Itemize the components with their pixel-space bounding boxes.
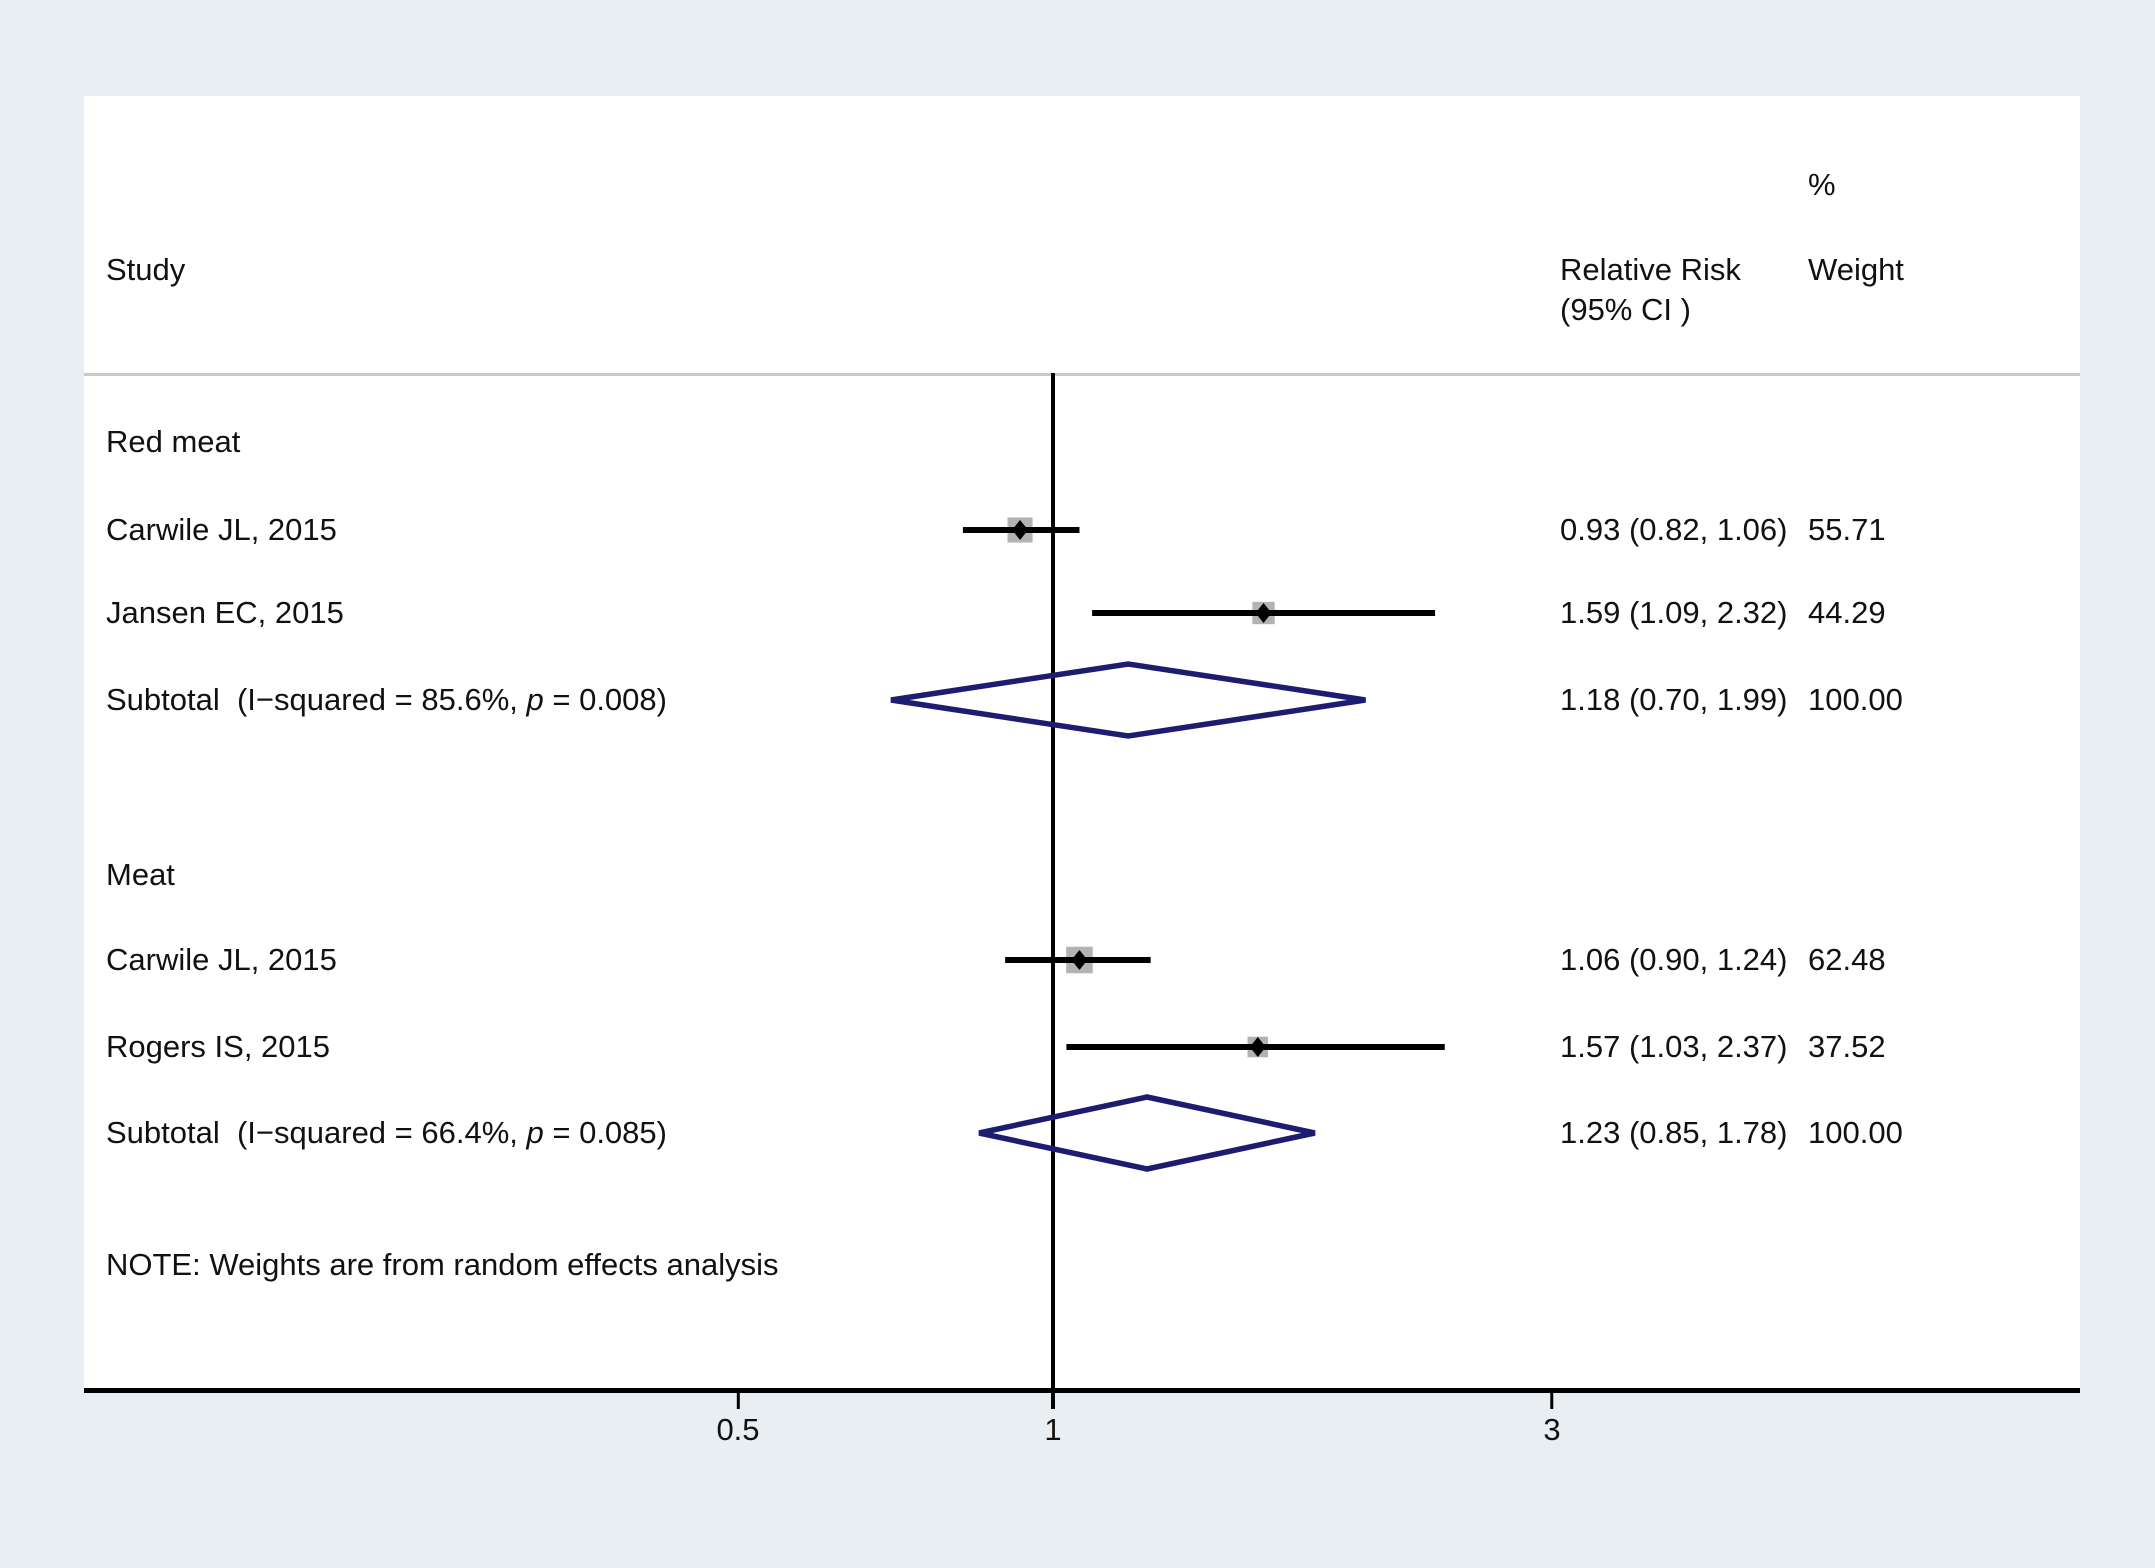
study-effect: 0.93 (0.82, 1.06) xyxy=(1560,512,1788,547)
x-tick-label: 0.5 xyxy=(716,1412,760,1447)
plot-panel: % Study Relative Risk (95% CI ) Weight R… xyxy=(84,96,2080,1409)
study-label: Jansen EC, 2015 xyxy=(106,595,344,630)
subtotal-weight: 100.00 xyxy=(1808,682,1903,717)
study-weight: 37.52 xyxy=(1808,1029,1886,1064)
effect-column-header: Relative Risk xyxy=(1560,252,1741,287)
study-weight: 44.29 xyxy=(1808,595,1886,630)
subtotal-label-prefix: Subtotal (I−squared = 85.6%, xyxy=(106,682,527,717)
effect-column-subheader: (95% CI ) xyxy=(1560,292,1691,327)
study-label: Carwile JL, 2015 xyxy=(106,942,337,977)
study-label: Carwile JL, 2015 xyxy=(106,512,337,547)
subtotal-label: Subtotal (I−squared = 66.4%, p = 0.085) xyxy=(106,1111,667,1155)
x-tick-label: 1 xyxy=(1044,1412,1062,1447)
subtotal-effect: 1.23 (0.85, 1.78) xyxy=(1560,1115,1788,1150)
percent-header: % xyxy=(1808,167,1836,202)
subtotal-weight: 100.00 xyxy=(1808,1115,1903,1150)
subtotal-label: Subtotal (I−squared = 85.6%, p = 0.008) xyxy=(106,678,667,722)
study-weight: 55.71 xyxy=(1808,512,1886,547)
group-label: Red meat xyxy=(106,424,241,459)
x-tick-label: 3 xyxy=(1543,1412,1561,1447)
subtotal-label-suffix: = 0.008) xyxy=(543,682,667,717)
subtotal-label-prefix: Subtotal (I−squared = 66.4%, xyxy=(106,1115,527,1150)
header-divider xyxy=(84,373,2080,376)
study-label: Rogers IS, 2015 xyxy=(106,1029,331,1064)
subtotal-p-symbol: p xyxy=(526,1115,544,1150)
forest-plot-marks xyxy=(736,373,1554,1409)
study-effect: 1.59 (1.09, 2.32) xyxy=(1560,595,1788,630)
study-effect: 1.06 (0.90, 1.24) xyxy=(1560,942,1788,977)
group-label: Meat xyxy=(106,857,175,892)
subtotal-label-suffix: = 0.085) xyxy=(543,1115,667,1150)
subtotal-effect: 1.18 (0.70, 1.99) xyxy=(1560,682,1788,717)
subtotal-p-symbol: p xyxy=(526,682,544,717)
study-weight: 62.48 xyxy=(1808,942,1886,977)
study-effect: 1.57 (1.03, 2.37) xyxy=(1560,1029,1788,1064)
weight-column-header: Weight xyxy=(1808,252,1904,287)
weights-note: NOTE: Weights are from random effects an… xyxy=(106,1247,779,1282)
study-column-header: Study xyxy=(106,252,186,287)
